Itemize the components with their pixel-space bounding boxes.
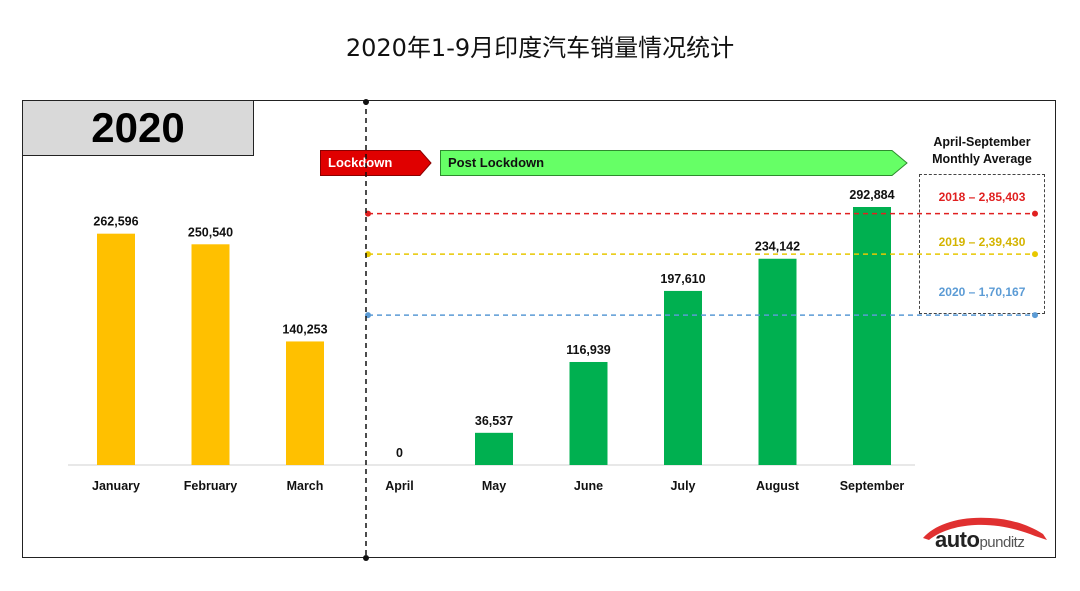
bar-february [191,244,230,465]
divider-bottom-dot [363,555,369,561]
tick-label-february: February [184,479,238,493]
average-item-2019: 2019 – 2,39,430 [938,235,1026,249]
tick-label-august: August [756,479,800,493]
bar-september [853,207,891,465]
average-heading-line2: Monthly Average [932,152,1032,166]
lockdown-label: Lockdown [328,155,393,170]
data-label-june: 116,939 [566,343,611,357]
data-label-may: 36,537 [475,414,513,428]
bar-march [286,341,324,465]
reference-line-2018-end-dot [1032,210,1038,217]
data-label-march: 140,253 [282,322,327,336]
post-lockdown-label: Post Lockdown [448,155,545,170]
lockdown-arrow: Lockdown [320,150,432,176]
tick-label-march: March [287,479,324,493]
logo-text-auto: auto [935,527,980,552]
data-label-april: 0 [396,446,403,460]
tick-label-may: May [482,479,506,493]
data-label-september: 292,884 [849,188,894,202]
logo-text: autopunditz [935,527,1025,553]
data-label-january: 262,596 [93,215,138,229]
tick-label-april: April [385,479,413,493]
data-label-july: 197,610 [660,272,705,286]
tick-label-july: July [670,479,695,493]
tick-label-january: January [92,479,140,493]
bar-august [758,258,797,465]
average-item-2020: 2020 – 1,70,167 [938,285,1026,299]
logo-text-punditz: punditz [979,534,1025,551]
tick-label-september: September [840,479,905,493]
chart-frame [22,100,1056,558]
bar-june [569,361,608,465]
average-item-2018: 2018 – 2,85,403 [938,190,1026,204]
bar-may [475,432,513,465]
post-lockdown-arrow: Post Lockdown [440,150,908,176]
tick-label-june: June [574,479,603,493]
bar-january [97,233,135,465]
reference-line-2020-end-dot [1032,312,1038,319]
autopunditz-logo [915,512,1055,554]
reference-line-2019-end-dot [1032,251,1038,258]
data-label-february: 250,540 [188,225,233,239]
data-label-august: 234,142 [755,240,800,254]
divider-top-dot [363,99,369,105]
average-panel-heading: April-September Monthly Average [912,134,1052,168]
chart-title: 2020年1-9月印度汽车销量情况统计 [345,34,735,62]
bar-july [664,290,702,465]
year-label: 2020 [22,100,254,156]
average-panel-box [919,174,1045,314]
average-heading-line1: April-September [933,135,1031,149]
